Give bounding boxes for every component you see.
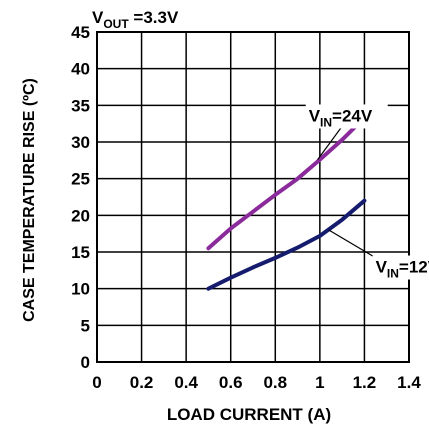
x-tick-label: 1.2: [353, 373, 377, 392]
chart-title: VOUT =3.3V: [92, 8, 179, 31]
x-tick-label: 0.6: [219, 373, 243, 392]
y-tick-label: 15: [71, 243, 90, 262]
x-tick-label: 1: [315, 373, 324, 392]
y-axis-label: CASE TEMPERATURE RISE (ºC): [21, 78, 38, 322]
x-axis-label: LOAD CURRENT (A): [167, 405, 331, 424]
series-label-leader: [317, 125, 344, 160]
series-group: [206, 115, 367, 291]
series-label-bg: [372, 255, 429, 280]
series-label-2: VIN=12V: [376, 258, 429, 281]
plot-frame: [96, 31, 410, 363]
y-tick-label: 20: [71, 206, 90, 225]
x-tick-label: 0: [92, 373, 101, 392]
y-tick-label: 30: [71, 133, 90, 152]
y-tick-label: 35: [71, 96, 90, 115]
x-tick-label: 0.2: [130, 373, 154, 392]
series-line-1: [206, 115, 367, 251]
plot-grid: [96, 31, 410, 363]
y-tick-label: 45: [71, 23, 90, 42]
x-tick-label: 1.4: [397, 373, 421, 392]
y-tick-label: 5: [81, 316, 90, 335]
tick-labels: 0 0.2 0.4 0.6 0.8 1 1.2 1.4 0 5 10 15 20 25 30 35 40 45: [71, 23, 421, 392]
x-tick-label: 0.8: [263, 373, 287, 392]
y-tick-label: 10: [71, 280, 90, 299]
y-tick-label: 25: [71, 170, 90, 189]
series-line-2: [206, 198, 367, 291]
series-labels: VIN=24V VIN=12V: [305, 104, 429, 281]
y-tick-label: 40: [71, 60, 90, 79]
y-tick-label: 0: [81, 353, 90, 372]
series-label-bg: [305, 104, 388, 129]
series-label-1: VIN=24V: [309, 106, 373, 129]
x-tick-label: 0.4: [174, 373, 198, 392]
series-label-leader: [328, 229, 374, 258]
